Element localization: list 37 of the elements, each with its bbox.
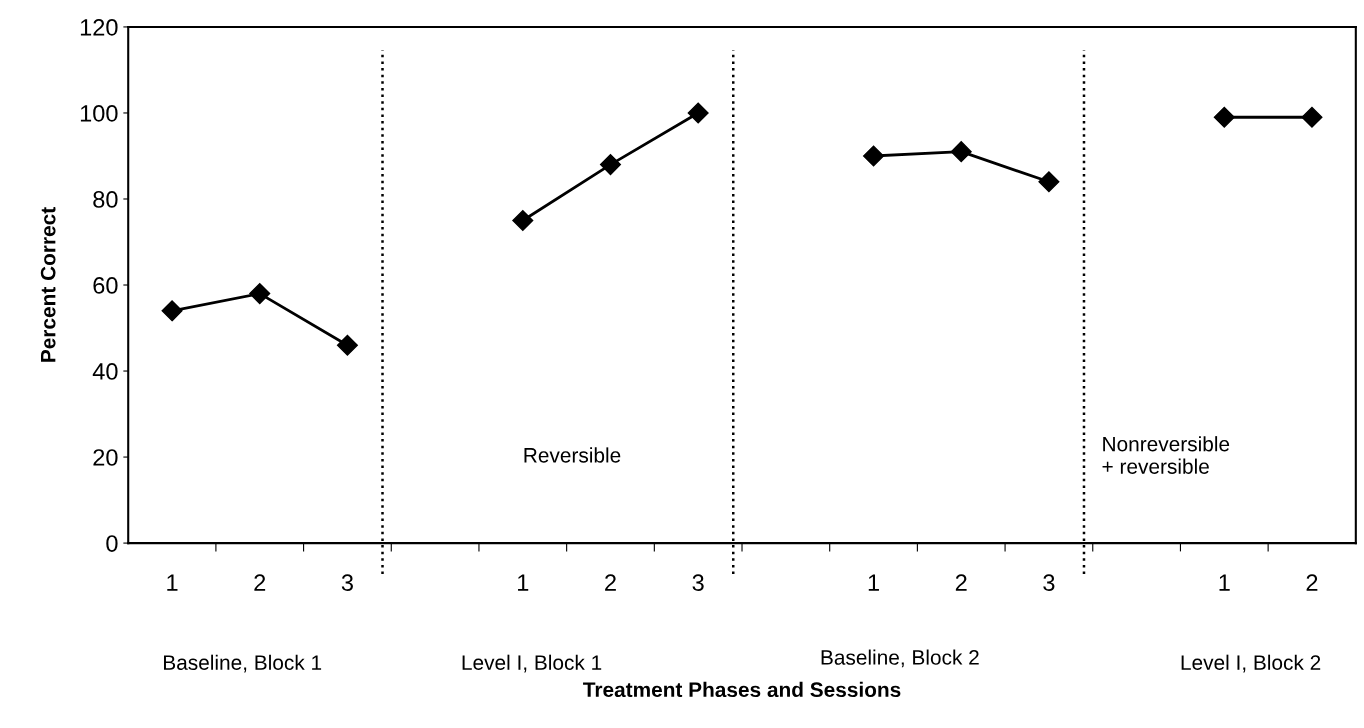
y-tick-label: 40 (92, 363, 118, 380)
y-axis-title: Percent Correct (40, 207, 56, 362)
y-tick-label: 120 (80, 19, 118, 36)
point (161, 300, 183, 322)
annotation: Nonreversible + reversible (1102, 436, 1230, 474)
point (950, 141, 972, 163)
point (863, 145, 885, 167)
point (687, 102, 709, 124)
x-tick-label: 1 (1219, 574, 1230, 591)
text: Baseline, Block 1 (164, 654, 322, 673)
y-tick-label: 0 (106, 535, 118, 552)
y-tick-label: 20 (93, 449, 118, 466)
point (1301, 106, 1323, 128)
annotation: Reversible (524, 447, 621, 463)
y-tick-label: 100 (80, 105, 118, 122)
x-tick-label: 2 (254, 574, 266, 591)
point (336, 334, 358, 356)
point (599, 154, 622, 176)
point (249, 283, 271, 305)
x-tick-label: 1 (167, 574, 178, 591)
x-tick-label: 1 (518, 574, 529, 591)
x-tick-label: 3 (1043, 574, 1055, 591)
x-tick-label: 2 (1306, 574, 1318, 591)
text: Level I, Block 1 (462, 654, 602, 673)
text: Level I, Block 2 (1181, 654, 1321, 673)
point (1038, 171, 1060, 193)
x-axis-title: Treatment Phases and Sessions (583, 681, 901, 698)
text: Baseline, Block 2 (821, 649, 979, 668)
x-tick-label: 1 (868, 574, 879, 591)
point (512, 209, 534, 232)
y-tick-label: 60 (93, 277, 118, 294)
x-tick-label: 3 (341, 574, 353, 591)
y-tick-label: 80 (93, 191, 118, 208)
x-tick-label: 2 (605, 574, 616, 591)
x-tick-label: 3 (692, 574, 704, 591)
point (1213, 106, 1235, 128)
x-tick-label: 2 (955, 574, 967, 591)
